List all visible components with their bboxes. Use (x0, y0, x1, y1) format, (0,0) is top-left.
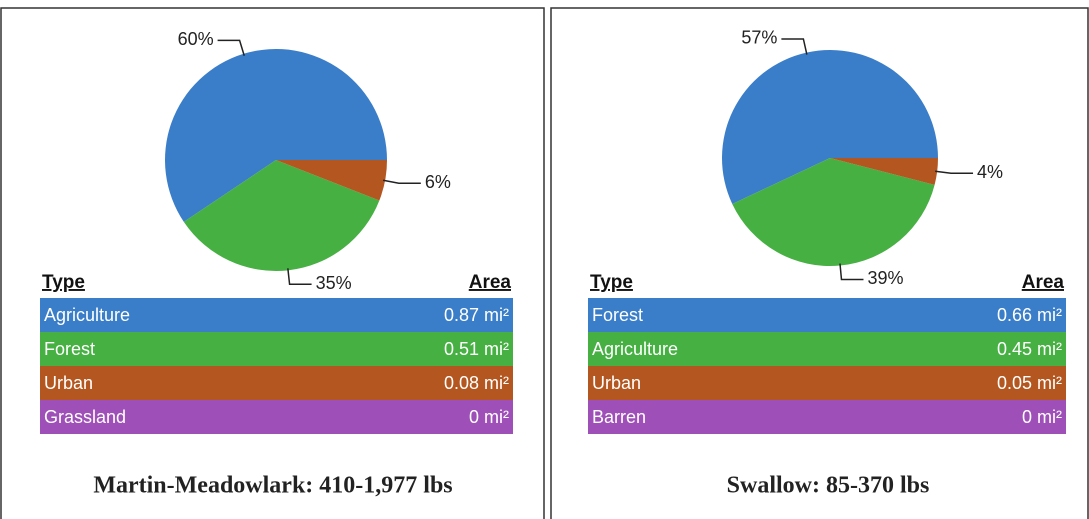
table-row (40, 400, 513, 434)
slice-label: 35% (316, 273, 352, 293)
row-area: 0.45 mi² (997, 339, 1062, 359)
pie-slice (276, 160, 388, 201)
row-type: Forest (592, 305, 643, 325)
row-type: Agriculture (44, 305, 130, 325)
table-row (40, 298, 513, 332)
row-type: Urban (44, 373, 93, 393)
leader-line (839, 263, 864, 281)
row-type: Barren (592, 407, 646, 427)
slice-label: 57% (741, 28, 777, 48)
row-area: 0 mi² (469, 407, 509, 427)
table-row (588, 400, 1066, 434)
pie-slice (732, 158, 935, 266)
table-row (40, 366, 513, 400)
leader-line (781, 38, 808, 55)
leader-line (382, 179, 421, 184)
row-area: 0.51 mi² (444, 339, 509, 359)
panel-border (0, 7, 545, 519)
table-row (40, 332, 513, 366)
row-type: Urban (592, 373, 641, 393)
caption: Martin-Meadowlark: 410-1,977 lbs (93, 473, 452, 499)
slice-label: 39% (867, 268, 903, 288)
table-row (588, 366, 1066, 400)
table-header: Type (42, 272, 85, 293)
pie-slice (830, 158, 938, 185)
table-header: Area (469, 272, 512, 293)
row-area: 0.08 mi² (444, 373, 509, 393)
pie-slice (165, 49, 387, 222)
row-area: 0.66 mi² (997, 305, 1062, 325)
leader-line (287, 268, 312, 286)
slice-label: 4% (977, 162, 1003, 182)
slice-label: 60% (178, 29, 214, 49)
pie-slice (722, 49, 938, 204)
pie-slice (183, 160, 380, 271)
leader-line (935, 170, 974, 175)
row-type: Agriculture (592, 339, 678, 359)
slice-label: 6% (425, 172, 451, 192)
table-row (588, 298, 1066, 332)
table-header: Area (1022, 272, 1065, 293)
row-area: 0.05 mi² (997, 373, 1062, 393)
table-row (588, 332, 1066, 366)
table-header: Type (590, 272, 633, 293)
leader-line (217, 39, 245, 56)
panel-border (550, 7, 1089, 519)
row-area: 0 mi² (1022, 407, 1062, 427)
row-type: Grassland (44, 407, 126, 427)
caption: Swallow: 85-370 lbs (727, 473, 930, 499)
row-area: 0.87 mi² (444, 305, 509, 325)
row-type: Forest (44, 339, 95, 359)
